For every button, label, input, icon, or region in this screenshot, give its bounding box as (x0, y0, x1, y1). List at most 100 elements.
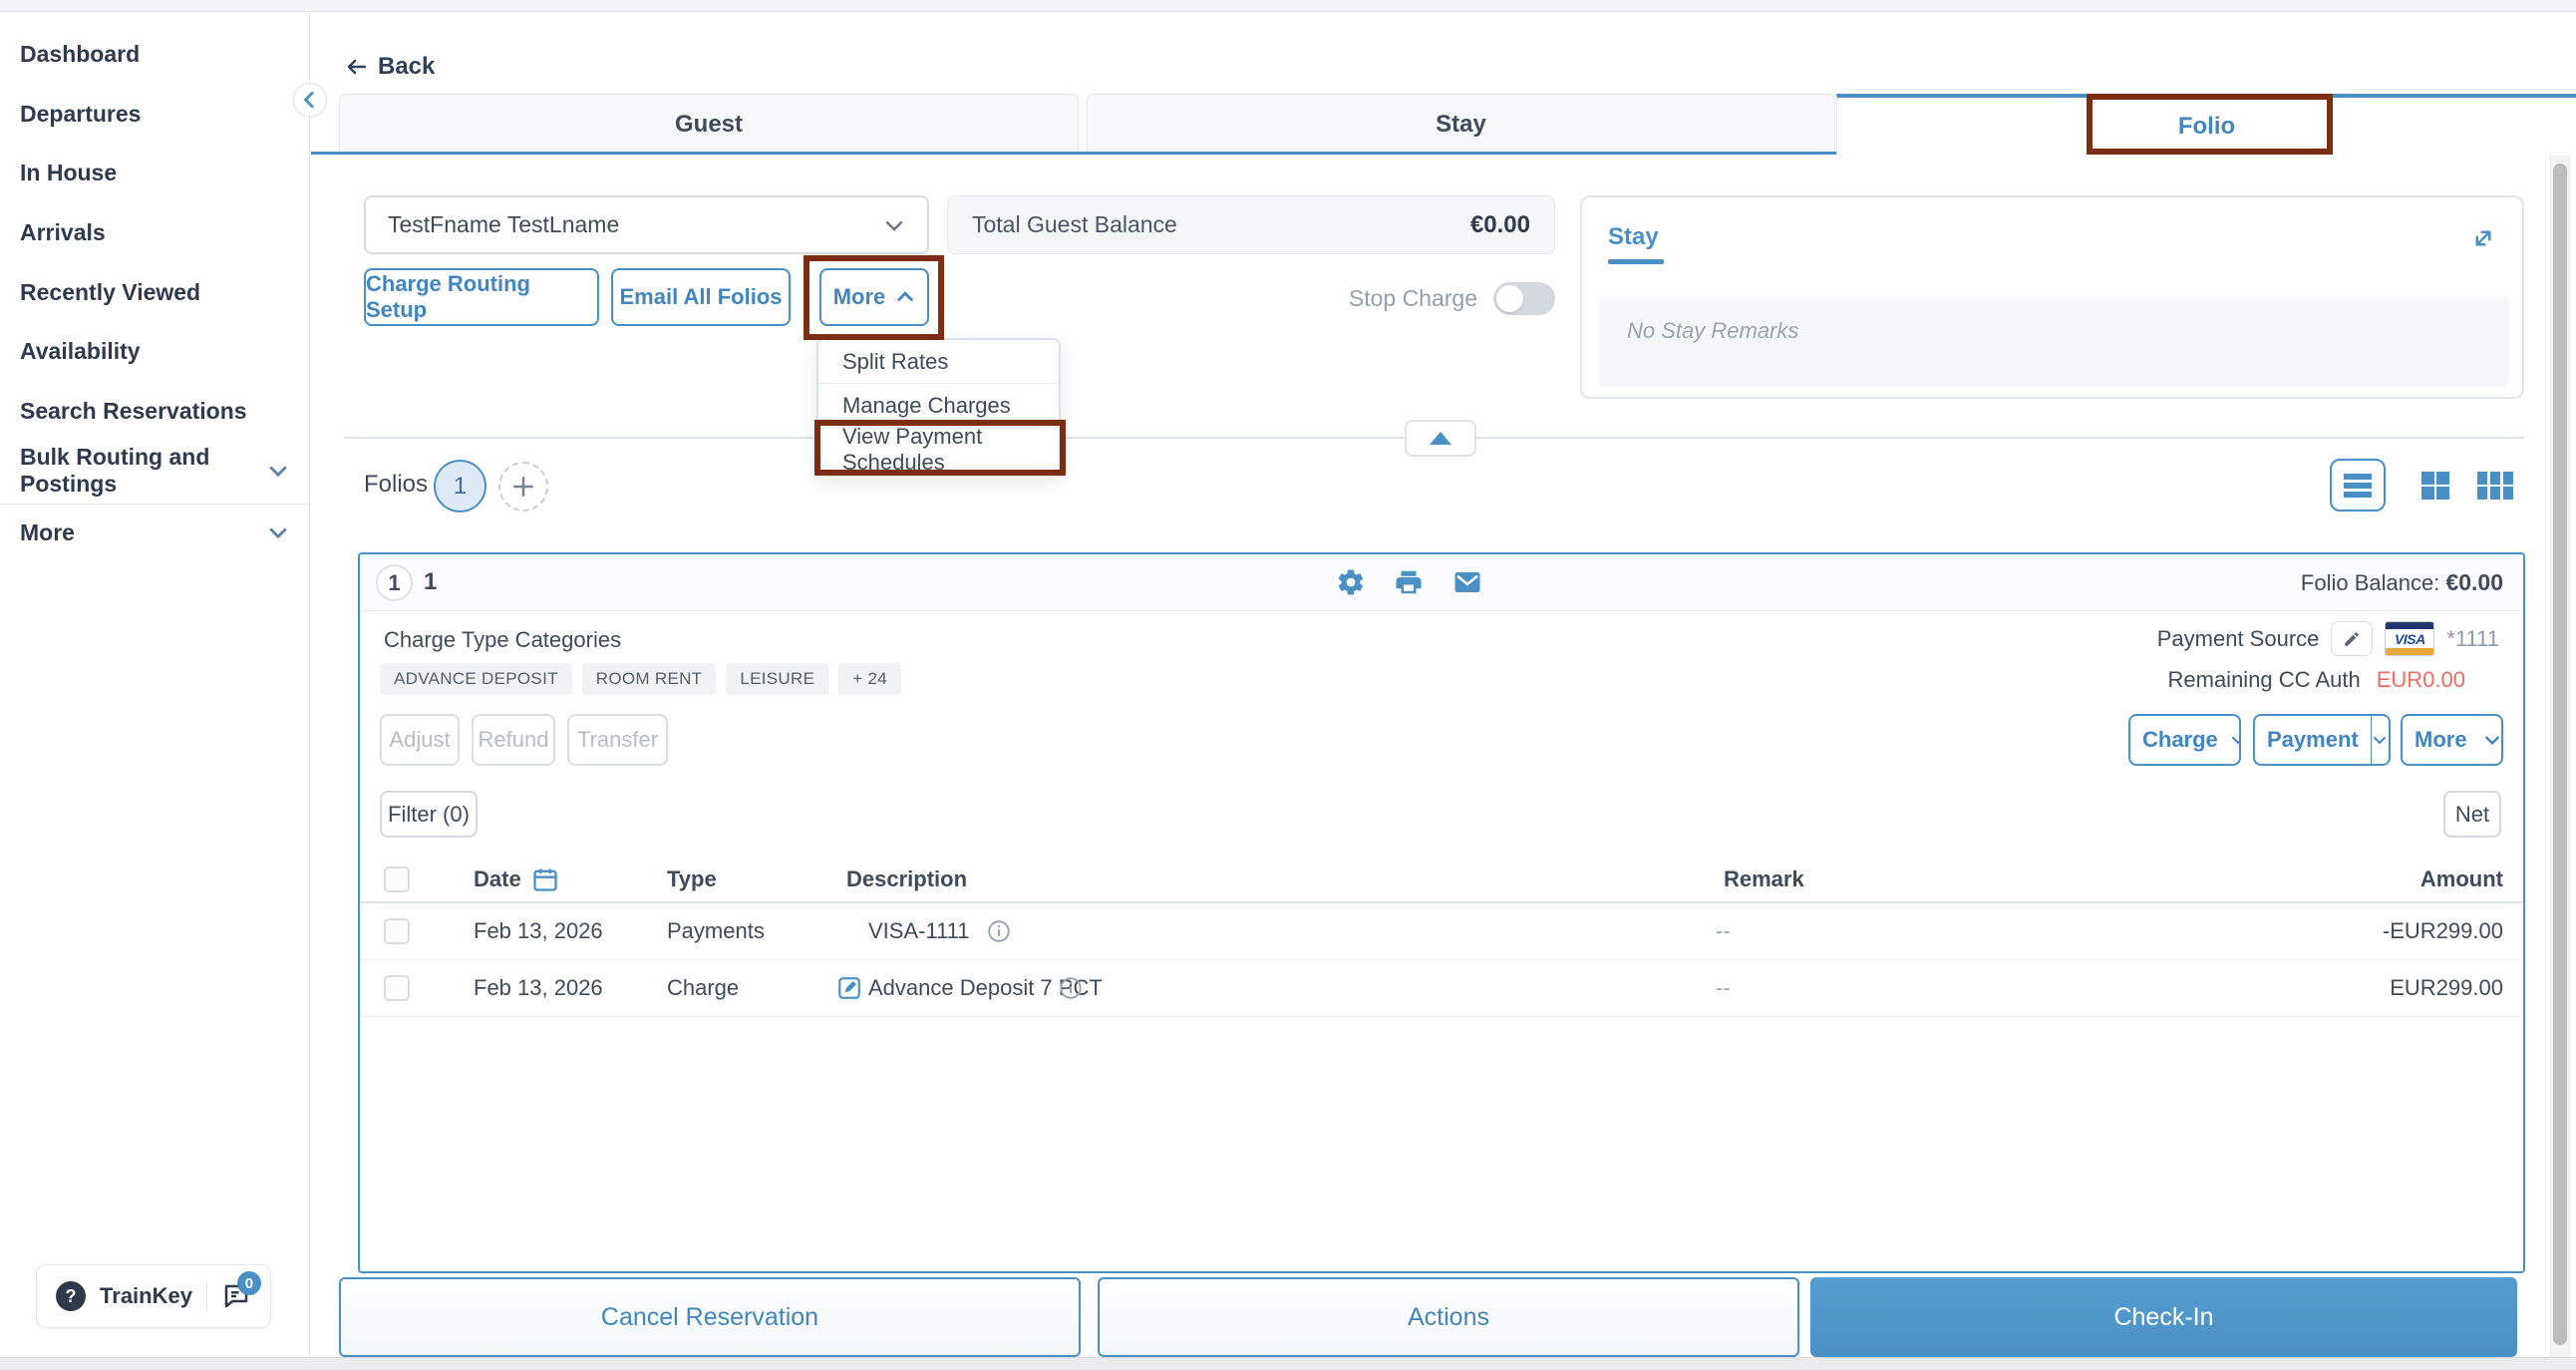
folio-name: 1 (424, 568, 438, 595)
table-row[interactable]: Feb 13, 2026 Payments VISA-1111 -- -EUR2… (360, 903, 2523, 960)
button-label: More (2415, 727, 2467, 752)
menu-item-label: View Payment Schedules (842, 424, 983, 474)
tab-stay[interactable]: Stay (1087, 94, 1835, 154)
button-label: Payment (2267, 727, 2359, 752)
scrollbar-track[interactable] (2550, 156, 2570, 1370)
email-all-folios-button[interactable]: Email All Folios (611, 268, 791, 326)
folios-label: Folios (364, 471, 429, 498)
cancel-reservation-button[interactable]: Cancel Reservation (339, 1277, 1081, 1357)
menu-item-label: Manage Charges (842, 392, 1011, 418)
row-checkbox[interactable] (384, 975, 410, 1001)
calendar-icon[interactable] (531, 865, 559, 893)
mail-icon[interactable] (1451, 567, 1483, 597)
payment-source-row: Payment Source VISA *1111 (2157, 621, 2499, 656)
view-toggle-grid-2[interactable] (2419, 470, 2451, 502)
info-icon[interactable] (986, 918, 1012, 944)
trainkey-widget[interactable]: ? TrainKey 0 (36, 1264, 271, 1328)
category-tag-more[interactable]: + 24 (838, 663, 901, 695)
sidebar-item-recently-viewed[interactable]: Recently Viewed (0, 270, 309, 314)
tab-guest[interactable]: Guest (339, 94, 1079, 154)
sidebar-item-dashboard[interactable]: Dashboard (0, 32, 309, 76)
refund-button[interactable]: Refund (472, 714, 555, 766)
tabstrip-active-line (311, 152, 1836, 155)
guest-selector[interactable]: TestFname TestLname (364, 195, 929, 254)
button-label: Actions (1408, 1302, 1489, 1331)
folio-count-badge[interactable]: 1 (434, 460, 486, 513)
sidebar-item-label: Bulk Routing and Postings (20, 444, 210, 497)
chevron-down-icon[interactable] (2372, 716, 2389, 764)
payment-button[interactable]: Payment (2253, 714, 2391, 766)
column-description: Description (846, 865, 968, 891)
sidebar-item-bulk-routing[interactable]: Bulk Routing and Postings (0, 444, 309, 497)
sidebar-item-more[interactable]: More (0, 511, 309, 554)
charge-type-categories-label: Charge Type Categories (384, 627, 622, 652)
charge-button[interactable]: Charge (2128, 714, 2241, 766)
row-amount: -EUR299.00 (2382, 918, 2503, 943)
sidebar-collapse-button[interactable] (293, 83, 327, 117)
button-label: Transfer (576, 727, 659, 752)
chevron-down-icon[interactable] (2230, 716, 2239, 764)
menu-item-split-rates[interactable]: Split Rates (818, 340, 1059, 384)
select-all-checkbox[interactable] (384, 865, 410, 892)
gear-icon[interactable] (1336, 567, 1366, 597)
button-label: Adjust (389, 727, 451, 752)
button-label: Email All Folios (619, 284, 783, 309)
add-folio-button[interactable] (498, 462, 548, 512)
stay-panel-tab[interactable]: Stay (1608, 223, 1659, 250)
stop-charge-control: Stop Charge (1286, 281, 1555, 315)
menu-item-manage-charges[interactable]: Manage Charges (818, 384, 1059, 428)
chevron-down-icon (267, 521, 289, 543)
category-tag[interactable]: ADVANCE DEPOSIT (380, 663, 572, 695)
more-button[interactable]: More (819, 268, 929, 326)
scrollbar-thumb[interactable] (2553, 164, 2567, 1345)
stop-charge-toggle[interactable] (1493, 281, 1555, 315)
category-tag[interactable]: ROOM RENT (581, 663, 717, 695)
total-guest-balance-label: Total Guest Balance (972, 211, 1177, 237)
transfer-button[interactable]: Transfer (567, 714, 668, 766)
collapse-section-button[interactable] (1405, 420, 1476, 457)
edit-note-icon[interactable] (836, 975, 862, 1001)
button-label: Charge (2142, 727, 2218, 752)
button-label: Filter (0) (388, 801, 470, 827)
table-row[interactable]: Feb 13, 2026 Charge Advance Deposit 7 PC… (360, 960, 2523, 1017)
tab-label: Stay (1436, 110, 1486, 138)
sidebar-item-availability[interactable]: Availability (0, 329, 309, 373)
sidebar-item-arrivals[interactable]: Arrivals (0, 210, 309, 254)
button-label: Cancel Reservation (600, 1302, 819, 1331)
category-tag[interactable]: LEISURE (726, 663, 829, 695)
info-icon[interactable] (1058, 975, 1084, 1001)
sidebar-item-departures[interactable]: Departures (0, 92, 309, 136)
expand-icon[interactable] (2468, 223, 2498, 253)
sidebar-item-search-reservations[interactable]: Search Reservations (0, 389, 309, 433)
sidebar: Dashboard Departures In House Arrivals R… (0, 12, 310, 1358)
more-actions-button[interactable]: More (2401, 714, 2503, 766)
tab-folio[interactable]: Folio (1836, 94, 2576, 156)
back-arrow-icon (344, 55, 370, 79)
check-in-button[interactable]: Check-In (1810, 1277, 2517, 1357)
button-label: Check-In (2113, 1302, 2214, 1331)
view-toggle-grid-3[interactable] (2476, 470, 2514, 502)
sidebar-item-in-house[interactable]: In House (0, 151, 309, 194)
filter-button[interactable]: Filter (0) (380, 791, 478, 838)
trainkey-separator (205, 1281, 207, 1311)
folio-card: 1 1 Folio Balance: €0.00 Charge Type Cat… (358, 552, 2525, 1273)
printer-icon[interactable] (1394, 567, 1424, 597)
actions-button[interactable]: Actions (1098, 1277, 1799, 1357)
chat-button[interactable]: 0 (221, 1271, 261, 1311)
menu-item-view-payment-schedules[interactable]: View Payment Schedules (818, 424, 1059, 472)
folio-balance: Folio Balance: €0.00 (2301, 569, 2503, 596)
view-toggle-list[interactable] (2330, 459, 2386, 512)
adjust-button[interactable]: Adjust (380, 714, 460, 766)
button-label: Charge Routing Setup (366, 271, 530, 322)
back-button[interactable]: Back (344, 53, 435, 81)
sidebar-item-label: Search Reservations (20, 397, 247, 424)
row-checkbox[interactable] (384, 918, 410, 944)
column-remark: Remark (1724, 865, 1804, 891)
edit-payment-source-button[interactable] (2331, 621, 2374, 656)
charge-routing-setup-button[interactable]: Charge Routing Setup (364, 268, 599, 326)
help-icon: ? (56, 1281, 87, 1311)
remaining-cc-auth-value: EUR0.00 (2376, 667, 2465, 692)
tab-label: Guest (674, 110, 743, 138)
row-date: Feb 13, 2026 (474, 975, 603, 1000)
net-button[interactable]: Net (2443, 791, 2501, 838)
